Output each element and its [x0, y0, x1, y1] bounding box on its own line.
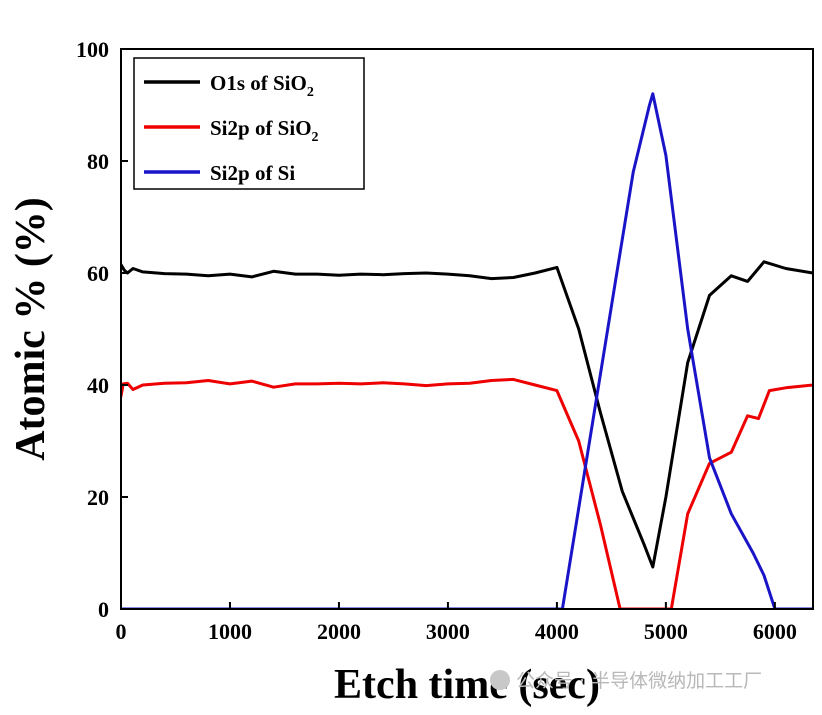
legend-label-si2p-sio2: Si2p of SiO2 — [210, 116, 319, 145]
y-tick-label: 40 — [87, 373, 109, 398]
y-tick-label: 0 — [98, 597, 109, 622]
x-tick-label: 5000 — [644, 619, 688, 644]
series-layer — [121, 92, 813, 609]
legend-label-si2p-si: Si2p of Si — [210, 161, 295, 185]
series-line-si2p-sio2 — [121, 377, 813, 609]
plot-frame — [120, 48, 814, 610]
axis-ticks: 0 1000 2000 3000 4000 5000 6000 0 20 40 60 80 100 — [76, 37, 797, 644]
x-tick-label: 0 — [116, 619, 127, 644]
watermark-text: 公众号 · 半导体微纳加工工厂 — [516, 670, 763, 692]
y-tick-label: 20 — [87, 485, 109, 510]
wechat-icon — [490, 670, 510, 690]
series-line-si2p-si — [121, 92, 813, 609]
x-tick-label: 1000 — [208, 619, 252, 644]
watermark: 公众号 · 半导体微纳加工工厂 — [490, 666, 762, 693]
y-tick-label: 100 — [76, 37, 109, 62]
legend: O1s of SiO2 Si2p of SiO2 Si2p of Si — [133, 57, 365, 190]
legend-label-o1s: O1s of SiO2 — [210, 71, 314, 100]
x-tick-label: 6000 — [753, 619, 797, 644]
x-tick-label: 4000 — [535, 619, 579, 644]
legend-box — [133, 57, 365, 190]
series-line-o1s-sio2 — [121, 260, 813, 569]
y-tick-label: 80 — [87, 149, 109, 174]
x-tick-label: 2000 — [317, 619, 361, 644]
y-tick-label: 60 — [87, 261, 109, 286]
y-axis-title: Atomic % (%) — [8, 197, 54, 461]
x-tick-label: 3000 — [426, 619, 470, 644]
x-axis-title: Etch time (sec) — [334, 662, 600, 708]
